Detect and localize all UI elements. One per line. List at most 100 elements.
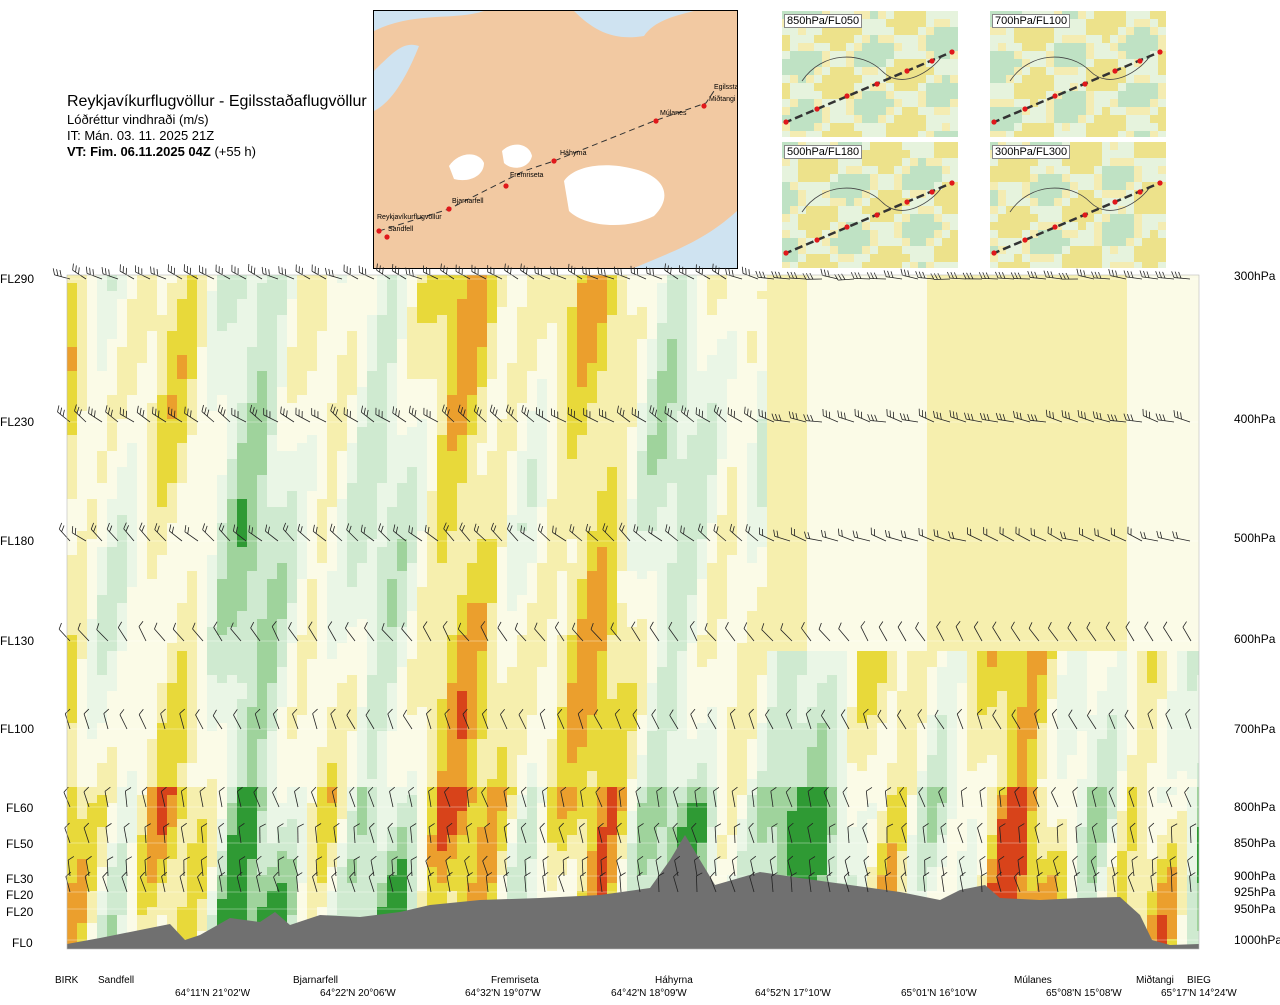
wind-cell	[327, 331, 338, 340]
wind-cell	[137, 915, 148, 924]
wind-cell	[317, 571, 328, 580]
wind-cell	[257, 427, 268, 436]
wind-cell	[207, 499, 218, 508]
wind-cell	[67, 763, 78, 772]
wind-cell	[67, 827, 78, 836]
wind-cell	[417, 595, 428, 604]
wind-cell	[67, 835, 78, 844]
wind-cell	[257, 691, 268, 700]
thumbnail-cell	[1014, 91, 1023, 100]
thumbnail-cell	[870, 59, 879, 68]
wind-cell	[417, 515, 428, 524]
wind-cell	[77, 307, 88, 316]
thumbnail-cell	[1046, 238, 1055, 247]
wind-cell	[297, 851, 308, 860]
wind-cell	[447, 643, 458, 652]
wind-cell	[157, 499, 168, 508]
thumbnail-cell	[790, 123, 799, 132]
wind-cell	[387, 419, 398, 428]
thumbnail-cell	[870, 262, 879, 268]
thumbnail-cell	[1030, 131, 1039, 137]
wind-cell	[287, 323, 298, 332]
thumbnail-cell	[846, 51, 855, 60]
wind-cell	[257, 747, 268, 756]
thumbnail-cell	[1062, 166, 1071, 175]
thumbnail-cell	[1142, 150, 1151, 159]
wind-cell	[127, 555, 138, 564]
wind-cell	[107, 787, 118, 796]
wind-cell	[347, 419, 358, 428]
wind-cell	[137, 675, 148, 684]
thumbnail-cell	[798, 166, 807, 175]
wind-cell	[407, 411, 418, 420]
wind-cell	[357, 763, 368, 772]
wind-cell	[217, 395, 228, 404]
wind-cell	[147, 539, 158, 548]
wind-cell	[247, 907, 258, 916]
thumbnail-cell	[1102, 67, 1111, 76]
wind-cell	[277, 659, 288, 668]
thumbnail-cell	[990, 182, 999, 191]
wind-cell	[467, 731, 478, 740]
thumbnail-cell	[814, 230, 823, 239]
thumbnail-cell	[894, 107, 903, 116]
wind-cell	[257, 515, 268, 524]
thumbnail-cell	[950, 19, 958, 28]
thumbnail-cell	[1038, 238, 1047, 247]
thumbnail-cell	[1006, 115, 1015, 124]
wind-cell	[127, 755, 138, 764]
wind-cell	[397, 291, 408, 300]
thumbnail-cell	[990, 198, 999, 207]
thumbnail-cell	[910, 206, 919, 215]
wind-cell	[337, 747, 348, 756]
thumbnail-cell	[1134, 214, 1143, 223]
wind-cell	[377, 739, 388, 748]
wind-cell	[107, 731, 118, 740]
wind-cell	[357, 723, 368, 732]
wind-cell	[207, 419, 218, 428]
wind-cell	[267, 579, 278, 588]
wind-cell	[87, 915, 98, 924]
thumbnail-cell	[990, 59, 999, 68]
wind-cell	[377, 731, 388, 740]
wind-cell	[207, 755, 218, 764]
wind-cell	[467, 651, 478, 660]
thumbnail-cell	[862, 19, 871, 28]
wind-cell	[417, 819, 428, 828]
wind-cell	[467, 427, 478, 436]
wind-cell	[357, 443, 368, 452]
wind-cell	[67, 339, 78, 348]
wind-cell	[387, 315, 398, 324]
wind-cell	[77, 587, 88, 596]
wind-cell	[407, 587, 418, 596]
thumbnail-cell	[830, 115, 839, 124]
thumbnail-cell	[1046, 182, 1055, 191]
wind-cell	[197, 635, 208, 644]
wind-cell	[467, 747, 478, 756]
thumbnail-cell	[902, 158, 911, 167]
wind-cell	[177, 891, 188, 900]
wind-cell	[257, 587, 268, 596]
thumbnail-cell	[1158, 107, 1166, 116]
wind-cell	[287, 651, 298, 660]
wind-cell	[157, 899, 168, 908]
wind-cell	[227, 547, 238, 556]
wind-cell	[167, 283, 178, 292]
wind-cell	[237, 467, 248, 476]
thumbnail-cell	[894, 123, 903, 132]
thumbnail-cell	[1094, 107, 1103, 116]
wind-cell	[427, 603, 438, 612]
wind-cell	[137, 491, 148, 500]
wind-cell	[97, 611, 108, 620]
wind-cell	[427, 859, 438, 868]
thumbnail-cell	[1054, 67, 1063, 76]
thumbnail-cell	[1142, 246, 1151, 255]
wind-cell	[137, 843, 148, 852]
wind-cell	[287, 419, 298, 428]
wind-cell	[377, 459, 388, 468]
thumbnail-cell	[790, 174, 799, 183]
wind-cell	[387, 475, 398, 484]
wind-cell	[67, 483, 78, 492]
wind-cell	[167, 435, 178, 444]
thumbnail-cell	[1150, 214, 1159, 223]
